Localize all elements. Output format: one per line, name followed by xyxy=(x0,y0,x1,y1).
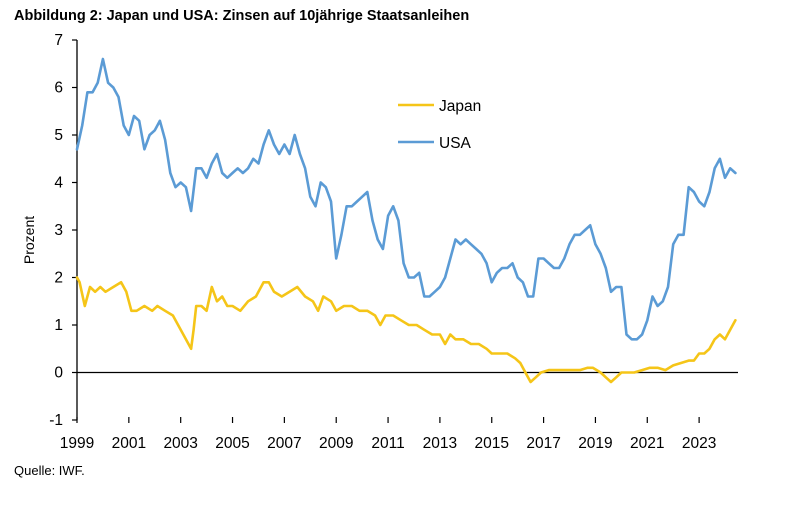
series-line-japan xyxy=(75,276,737,384)
y-tick-label: -1 xyxy=(49,412,63,429)
x-tick-label: 2001 xyxy=(112,435,146,452)
x-tick-label: 1999 xyxy=(60,435,94,452)
legend: Japan USA xyxy=(398,98,481,152)
x-tick-label: 2023 xyxy=(682,435,716,452)
x-tick-label: 2005 xyxy=(215,435,249,452)
legend-label-japan: Japan xyxy=(439,98,481,115)
x-tick-label: 2007 xyxy=(267,435,301,452)
y-tick-label: 5 xyxy=(54,127,63,144)
x-tick-label: 2003 xyxy=(163,435,197,452)
x-tick-label: 2011 xyxy=(371,435,404,452)
series-lines xyxy=(75,57,737,384)
x-tick-label: 2013 xyxy=(423,435,457,452)
legend-label-usa: USA xyxy=(439,135,472,152)
chart-title: Abbildung 2: Japan und USA: Zinsen auf 1… xyxy=(14,8,470,24)
y-tick-label: 1 xyxy=(54,317,63,334)
x-tick-label: 2019 xyxy=(578,435,612,452)
x-tick-label: 2017 xyxy=(526,435,560,452)
y-tick-label: 3 xyxy=(54,222,63,239)
series-line-usa xyxy=(75,57,737,341)
y-tick-label: 7 xyxy=(54,32,63,49)
x-tick-label: 2009 xyxy=(319,435,353,452)
axes: -1 0 1 2 3 4 5 6 7 1999 2001 2003 2005 2007 2009 2011 20… xyxy=(21,32,738,452)
y-tick-label: 0 xyxy=(54,365,63,382)
source-note: Quelle: IWF. xyxy=(14,463,85,478)
y-tick-label: 2 xyxy=(54,270,63,287)
x-tick-label: 2021 xyxy=(630,435,664,452)
y-tick-label: 4 xyxy=(54,175,63,192)
y-tick-label: 6 xyxy=(54,80,63,97)
y-axis-label: Prozent xyxy=(21,216,37,264)
x-tick-label: 2015 xyxy=(475,435,509,452)
